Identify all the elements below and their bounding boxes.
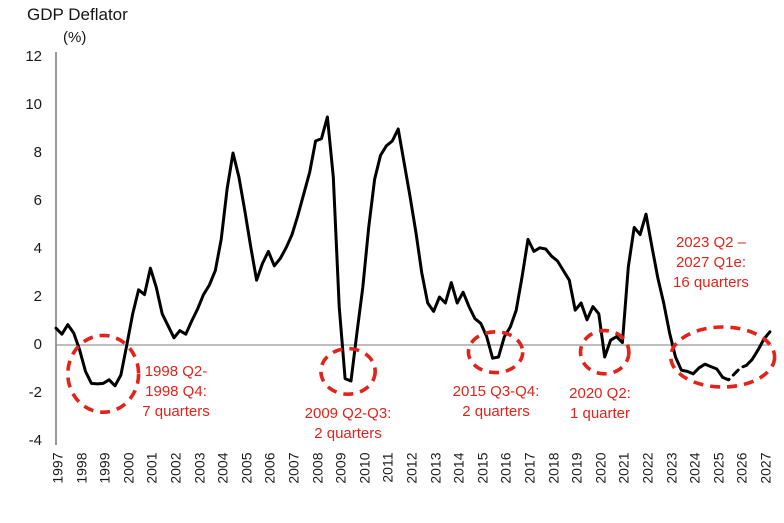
x-tick-label-2020: 2020 <box>592 452 609 484</box>
y-tick-label-2: 2 <box>33 288 42 305</box>
x-tick-label-1997: 1997 <box>49 452 66 484</box>
annotation-label-1998: 1998 Q2- 1998 Q4: 7 quarters <box>124 362 228 422</box>
deflation-ellipse-2009 <box>319 346 377 397</box>
y-tick-label-8: 8 <box>33 144 42 161</box>
annotation-line: 2015 Q3-Q4: <box>452 383 540 400</box>
x-tick-label-2023: 2023 <box>663 452 680 484</box>
x-tick-label-2027: 2027 <box>757 452 774 484</box>
annotation-line: 2020 Q2: <box>569 385 631 402</box>
annotation-line: 7 quarters <box>142 403 210 420</box>
x-tick-label-2013: 2013 <box>427 452 444 484</box>
x-tick-label-2012: 2012 <box>403 452 420 484</box>
gdp-deflator-line-tail <box>744 330 772 367</box>
annotation-line: 1998 Q4: <box>145 383 207 400</box>
x-tick-label-2018: 2018 <box>545 452 562 484</box>
y-tick-label-0: 0 <box>33 336 42 353</box>
annotation-line: 16 quarters <box>673 274 749 291</box>
y-tick-label-4: 4 <box>33 240 42 257</box>
annotation-line: 1 quarter <box>569 405 631 422</box>
x-tick-label-2004: 2004 <box>214 452 231 484</box>
x-tick-label-1998: 1998 <box>73 452 90 484</box>
x-tick-label-2000: 2000 <box>120 452 137 484</box>
annotation-line: 2027 Q1e: <box>675 254 747 271</box>
annotation-line: 2 quarters <box>314 425 382 442</box>
x-tick-label-2005: 2005 <box>238 452 255 484</box>
annotation-label-2015: 2015 Q3-Q4: 2 quarters <box>421 382 571 422</box>
annotation-label-2020: 2020 Q2: 1 quarter <box>548 384 652 424</box>
x-tick-label-2021: 2021 <box>615 452 632 484</box>
annotation-label-2023: 2023 Q2 – 2027 Q1e: 16 quarters <box>655 233 767 293</box>
x-tick-label-2014: 2014 <box>450 452 467 484</box>
x-tick-label-1999: 1999 <box>96 452 113 484</box>
x-tick-label-2022: 2022 <box>639 452 656 484</box>
y-tick-label-10: 10 <box>25 96 42 113</box>
gdp-deflator-line <box>54 115 725 388</box>
x-tick-label-2019: 2019 <box>568 452 585 484</box>
annotation-label-2009: 2009 Q2-Q3: 2 quarters <box>273 404 423 444</box>
x-tick-label-2016: 2016 <box>497 452 514 484</box>
x-tick-label-2007: 2007 <box>285 452 302 484</box>
x-tick-label-2026: 2026 <box>733 452 750 484</box>
x-tick-label-2009: 2009 <box>332 452 349 484</box>
x-tick-label-2025: 2025 <box>710 452 727 484</box>
annotation-line: 2 quarters <box>462 403 530 420</box>
x-tick-label-2011: 2011 <box>379 452 396 483</box>
y-tick-label--4: -4 <box>28 432 42 449</box>
deflation-ellipse-2015 <box>466 330 525 375</box>
y-tick-label--2: -2 <box>28 384 42 401</box>
forecast-dashed-segment <box>721 363 748 382</box>
x-tick-label-2006: 2006 <box>261 452 278 484</box>
deflation-ellipse-2020 <box>578 328 631 376</box>
chart-unit-label: (%) <box>63 29 87 46</box>
x-tick-label-2017: 2017 <box>521 452 538 484</box>
x-tick-label-2001: 2001 <box>143 452 160 484</box>
y-tick-label-6: 6 <box>33 192 42 209</box>
y-tick-label-12: 12 <box>25 48 42 65</box>
chart-title: GDP Deflator <box>27 5 128 24</box>
x-tick-label-2010: 2010 <box>356 452 373 484</box>
x-tick-label-2024: 2024 <box>686 452 703 484</box>
annotation-line: 2023 Q2 – <box>675 234 747 251</box>
x-tick-label-2015: 2015 <box>474 452 491 484</box>
x-tick-label-2003: 2003 <box>191 452 208 484</box>
deflation-ellipse-1998 <box>65 333 141 414</box>
annotation-line: 1998 Q2- <box>144 363 208 380</box>
annotation-line: 2009 Q2-Q3: <box>304 405 392 422</box>
x-tick-label-2008: 2008 <box>309 452 326 484</box>
deflation-ellipse-2023 <box>668 325 777 389</box>
x-tick-label-2002: 2002 <box>167 452 184 484</box>
